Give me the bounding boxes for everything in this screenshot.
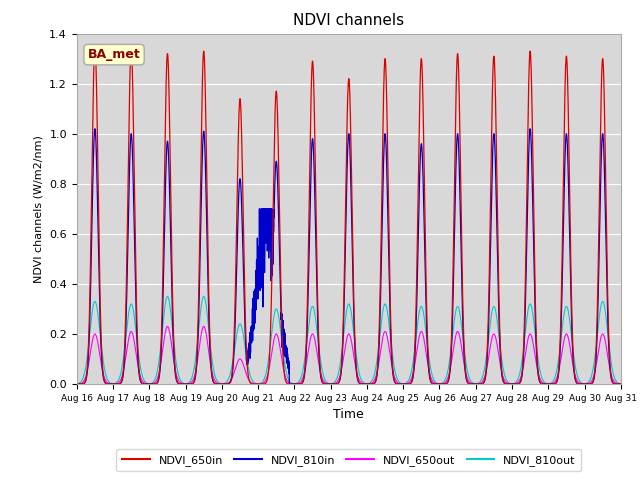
X-axis label: Time: Time xyxy=(333,408,364,421)
NDVI_810in xyxy=(476,381,484,387)
NDVI_810in xyxy=(506,381,513,387)
Text: BA_met: BA_met xyxy=(88,48,140,61)
NDVI_810out xyxy=(164,294,172,300)
NDVI_810in xyxy=(395,381,403,387)
NDVI_650out xyxy=(270,337,278,343)
NDVI_650in xyxy=(476,381,484,387)
NDVI_650out xyxy=(506,381,513,387)
Y-axis label: NDVI channels (W/m2/nm): NDVI channels (W/m2/nm) xyxy=(34,135,44,283)
NDVI_810out xyxy=(617,381,625,387)
NDVI_810out xyxy=(73,381,81,387)
NDVI_650in xyxy=(419,77,426,83)
NDVI_810in xyxy=(617,381,625,387)
Title: NDVI channels: NDVI channels xyxy=(293,13,404,28)
NDVI_650out xyxy=(73,381,81,387)
NDVI_810out xyxy=(419,305,426,311)
NDVI_650out xyxy=(164,324,172,329)
NDVI_810in xyxy=(73,381,81,387)
NDVI_810out xyxy=(476,379,484,384)
NDVI_650in xyxy=(617,381,625,387)
Line: NDVI_810in: NDVI_810in xyxy=(77,129,621,384)
NDVI_650in xyxy=(91,43,99,49)
NDVI_650out xyxy=(617,381,625,387)
NDVI_650in xyxy=(395,381,403,387)
NDVI_810out xyxy=(395,379,403,384)
NDVI_650in xyxy=(73,381,81,387)
NDVI_810in xyxy=(526,126,534,132)
Line: NDVI_650out: NDVI_650out xyxy=(77,326,621,384)
NDVI_650in xyxy=(270,166,278,172)
Legend: NDVI_650in, NDVI_810in, NDVI_650out, NDVI_810out: NDVI_650in, NDVI_810in, NDVI_650out, NDV… xyxy=(116,449,581,471)
NDVI_650in xyxy=(100,377,108,383)
NDVI_810out xyxy=(270,314,278,320)
NDVI_650out xyxy=(100,374,108,380)
NDVI_650in xyxy=(506,381,513,387)
Line: NDVI_650in: NDVI_650in xyxy=(77,46,621,384)
NDVI_810in xyxy=(100,378,108,384)
Line: NDVI_810out: NDVI_810out xyxy=(77,297,621,384)
NDVI_810in xyxy=(419,155,426,161)
NDVI_810in xyxy=(270,207,278,213)
NDVI_810out xyxy=(506,380,513,386)
NDVI_810out xyxy=(100,364,108,370)
NDVI_650out xyxy=(476,381,484,386)
NDVI_650out xyxy=(419,330,426,336)
NDVI_650out xyxy=(395,381,403,386)
